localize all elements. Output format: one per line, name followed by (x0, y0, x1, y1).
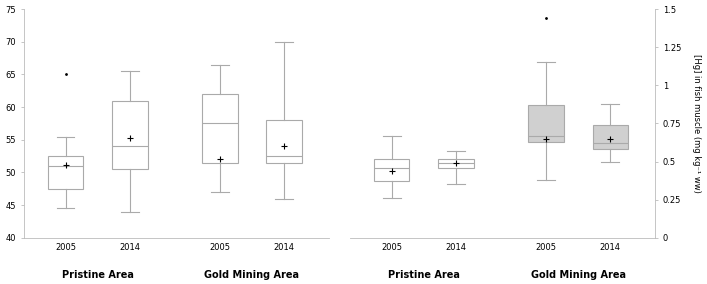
PathPatch shape (202, 94, 238, 163)
Y-axis label: [Hg] in fish muscle (mg kg⁻¹ ww): [Hg] in fish muscle (mg kg⁻¹ ww) (692, 54, 701, 193)
Text: Gold Mining Area: Gold Mining Area (204, 270, 300, 280)
PathPatch shape (112, 101, 148, 169)
PathPatch shape (48, 156, 83, 189)
Text: Pristine Area: Pristine Area (62, 270, 134, 280)
PathPatch shape (592, 125, 628, 149)
Text: Pristine Area: Pristine Area (388, 270, 460, 280)
PathPatch shape (374, 158, 409, 181)
PathPatch shape (438, 158, 474, 168)
Text: Gold Mining Area: Gold Mining Area (530, 270, 626, 280)
PathPatch shape (528, 105, 563, 142)
PathPatch shape (267, 120, 302, 163)
